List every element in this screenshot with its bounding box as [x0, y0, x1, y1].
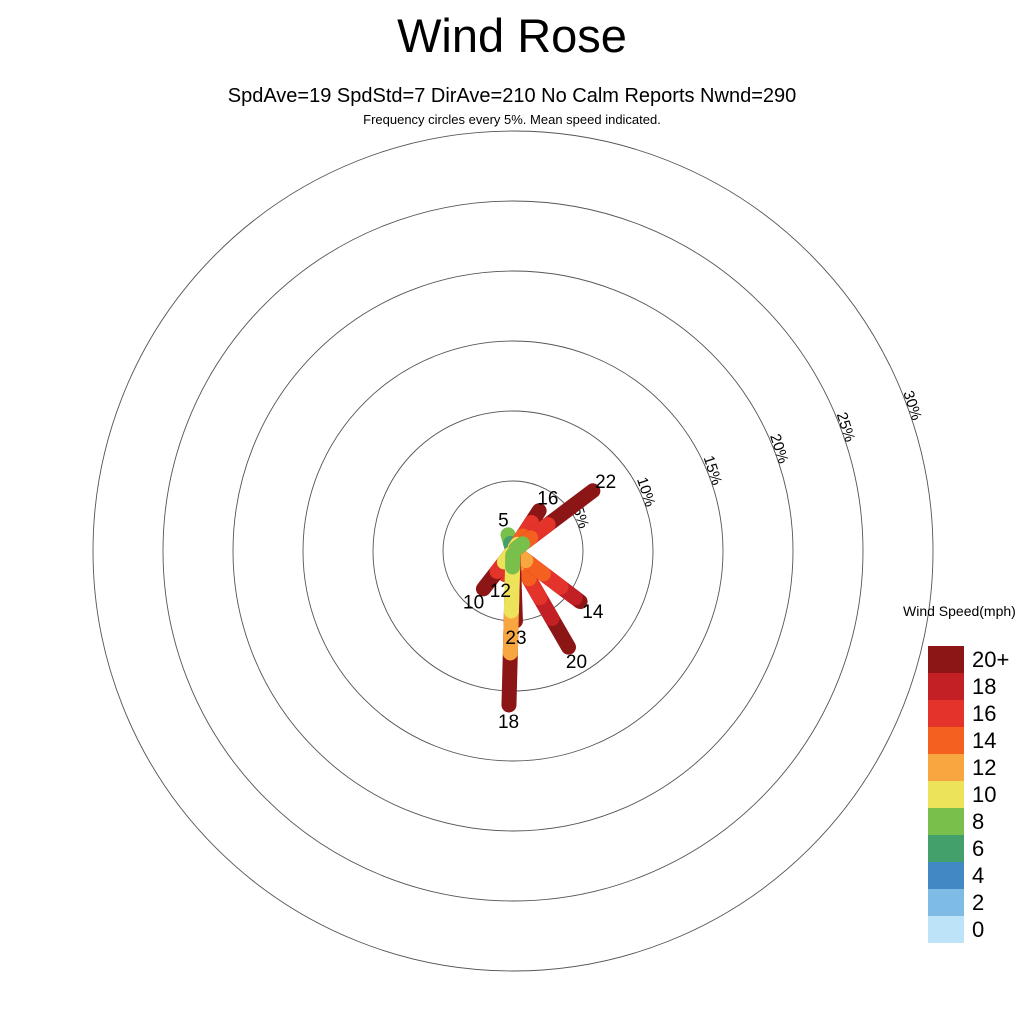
- frequency-ring: [232, 270, 794, 832]
- stats-line: SpdAve=19 SpdStd=7 DirAve=210 No Calm Re…: [227, 85, 797, 107]
- petal-label: 23: [505, 628, 526, 649]
- frequency-ring: [302, 340, 724, 762]
- legend-swatch: [928, 808, 964, 835]
- petal-label: 5: [498, 510, 509, 531]
- page-title: Wind Rose: [397, 9, 627, 62]
- legend-swatch: [928, 781, 964, 808]
- legend-label: 12: [972, 755, 997, 780]
- ring-label: 10%: [633, 475, 658, 509]
- legend-swatch: [928, 862, 964, 889]
- legend-label: 14: [972, 728, 997, 753]
- legend-label: 4: [972, 863, 985, 888]
- petal: [508, 483, 601, 557]
- legend-label: 10: [972, 782, 997, 807]
- legend-label: 6: [972, 836, 985, 861]
- legend-title: Wind Speed(mph): [903, 603, 1016, 619]
- petal: [508, 545, 588, 610]
- legend-swatch: [928, 889, 964, 916]
- ring-label: 15%: [700, 454, 725, 488]
- legend-swatch: [928, 700, 964, 727]
- legend-label: 20+: [972, 647, 1010, 672]
- petal-label: 16: [537, 488, 558, 509]
- petal-group: [475, 483, 601, 713]
- legend-swatch: [928, 754, 964, 781]
- legend-label: 16: [972, 701, 997, 726]
- ring-percent-labels: 5%10%15%20%25%30%: [569, 389, 925, 531]
- ring-label: 20%: [766, 432, 791, 466]
- petal-label: 22: [595, 472, 616, 493]
- petal-label: 20: [566, 652, 587, 673]
- petal-label: 18: [498, 712, 519, 733]
- legend-swatch: [928, 673, 964, 700]
- petal-mean-speed-labels: 20 14 23 12 5 16 10 22 18: [463, 472, 616, 733]
- legend-label: 18: [972, 674, 997, 699]
- frequency-rings: [92, 130, 934, 972]
- petal-label: 10: [463, 592, 484, 613]
- legend-swatch: [928, 916, 964, 943]
- ring-label: 30%: [899, 389, 924, 423]
- frequency-ring: [162, 200, 864, 902]
- legend-swatch: [928, 835, 964, 862]
- legend-label: 2: [972, 890, 985, 915]
- petal: [501, 547, 521, 713]
- legend-label: 0: [972, 917, 985, 942]
- petal-label: 14: [582, 602, 604, 623]
- legend-swatch: [928, 646, 964, 673]
- legend-label: 8: [972, 809, 985, 834]
- petal-segment: [508, 536, 531, 557]
- note-line: Frequency circles every 5%. Mean speed i…: [363, 112, 661, 127]
- ring-label: 25%: [833, 410, 858, 444]
- petal-label: 12: [490, 581, 511, 602]
- frequency-ring: [92, 130, 934, 972]
- legend-swatch: [928, 727, 964, 754]
